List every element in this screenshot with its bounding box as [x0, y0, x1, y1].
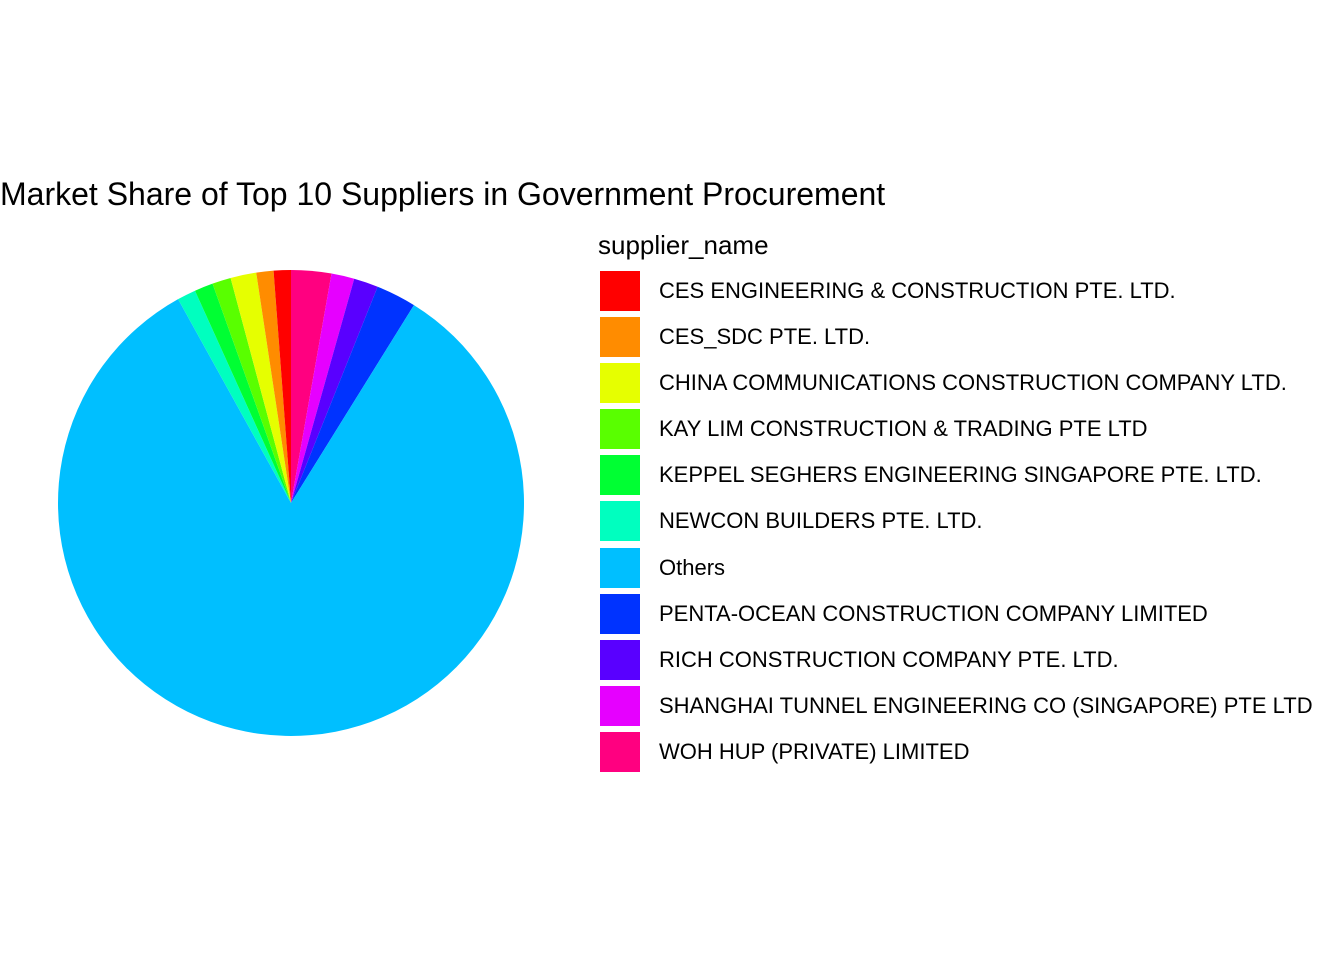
- legend-swatch: [600, 363, 640, 404]
- pie-slice: [273, 270, 291, 503]
- legend-label: KAY LIM CONSTRUCTION & TRADING PTE LTD: [659, 416, 1148, 442]
- legend-items: CES ENGINEERING & CONSTRUCTION PTE. LTD.…: [598, 268, 1313, 775]
- legend-item: Others: [598, 545, 769, 591]
- pie-slice: [291, 286, 414, 503]
- legend-item: WOH HUP (PRIVATE) LIMITED: [598, 729, 969, 775]
- pie-slice: [291, 273, 355, 503]
- legend-item: KAY LIM CONSTRUCTION & TRADING PTE LTD: [598, 406, 1148, 452]
- legend-swatch: [600, 593, 640, 634]
- pie-slice: [194, 283, 291, 503]
- legend-item: RICH CONSTRUCTION COMPANY PTE. LTD.: [598, 637, 1119, 683]
- legend-swatch: [600, 731, 640, 772]
- legend-swatch: [600, 501, 640, 542]
- pie-slice: [291, 278, 378, 503]
- legend-label: NEWCON BUILDERS PTE. LTD.: [659, 508, 983, 534]
- legend-item: KEPPEL SEGHERS ENGINEERING SINGAPORE PTE…: [598, 452, 1262, 498]
- legend-label: Others: [659, 554, 726, 580]
- legend: supplier_name CES ENGINEERING & CONSTRUC…: [598, 228, 1313, 775]
- legend-item: SHANGHAI TUNNEL ENGINEERING CO (SINGAPOR…: [598, 683, 1313, 729]
- legend-swatch: [600, 455, 640, 496]
- legend-item: CHINA COMMUNICATIONS CONSTRUCTION COMPAN…: [598, 360, 1287, 406]
- chart-title: Market Share of Top 10 Suppliers in Gove…: [0, 176, 886, 212]
- legend-swatch: [600, 271, 640, 311]
- pie-slice: [291, 270, 332, 503]
- pie-slice: [57, 299, 524, 736]
- legend-item: CES ENGINEERING & CONSTRUCTION PTE. LTD.: [598, 268, 1176, 314]
- legend-title: supplier_name: [598, 230, 769, 260]
- legend-label: CES ENGINEERING & CONSTRUCTION PTE. LTD.: [659, 278, 1176, 303]
- legend-label: KEPPEL SEGHERS ENGINEERING SINGAPORE PTE…: [659, 462, 1262, 488]
- legend-swatch: [600, 547, 640, 588]
- pie-slice: [256, 270, 291, 503]
- legend-label: RICH CONSTRUCTION COMPANY PTE. LTD.: [659, 646, 1119, 672]
- legend-item: PENTA-OCEAN CONSTRUCTION COMPANY LIMITED: [598, 591, 1208, 637]
- legend-label: WOH HUP (PRIVATE) LIMITED: [659, 738, 970, 764]
- pie-slices: [57, 270, 524, 736]
- legend-item: NEWCON BUILDERS PTE. LTD.: [598, 498, 983, 544]
- legend-swatch: [600, 317, 640, 358]
- legend-swatch: [600, 685, 640, 726]
- legend-label: SHANGHAI TUNNEL ENGINEERING CO (SINGAPOR…: [659, 692, 1313, 718]
- legend-label: CHINA COMMUNICATIONS CONSTRUCTION COMPAN…: [659, 370, 1287, 396]
- pie-slice: [212, 277, 291, 503]
- legend-swatch: [600, 409, 640, 450]
- legend-label: CES_SDC PTE. LTD.: [659, 324, 871, 350]
- legend-label: PENTA-OCEAN CONSTRUCTION COMPANY LIMITED: [659, 600, 1208, 626]
- legend-item: CES_SDC PTE. LTD.: [598, 314, 870, 360]
- legend-swatch: [600, 639, 640, 680]
- pie-slice: [178, 290, 291, 503]
- pie-slice: [230, 272, 291, 503]
